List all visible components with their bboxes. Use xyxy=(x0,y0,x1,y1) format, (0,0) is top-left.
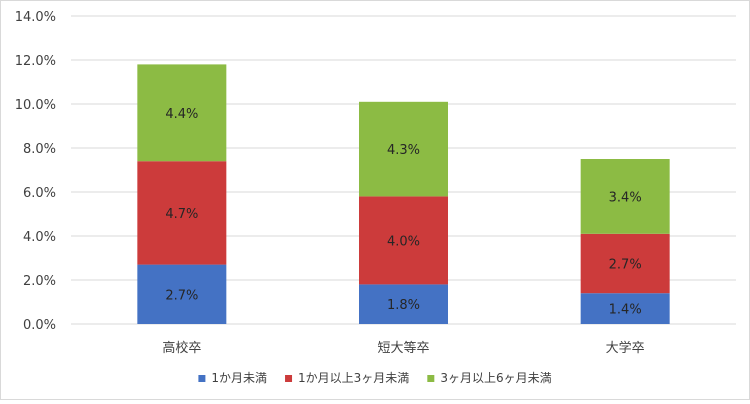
y-tick-label: 2.0% xyxy=(23,274,56,289)
data-label: 2.7% xyxy=(609,258,642,273)
bars xyxy=(137,64,670,324)
data-label: 4.7% xyxy=(165,207,198,222)
y-tick-label: 14.0% xyxy=(15,10,56,25)
legend-swatch xyxy=(198,375,206,382)
data-label: 2.7% xyxy=(165,288,198,303)
y-tick-label: 10.0% xyxy=(15,98,56,113)
bar-segment xyxy=(580,293,670,324)
legend-item: 3ヶ月以上6ヶ月未満 xyxy=(427,371,552,385)
data-label: 3.4% xyxy=(609,190,642,205)
data-labels: 2.7% 4.7% 4.4% 1.8% 4.0% 4.3% 1.4% 2.7% 3.4% xyxy=(165,107,641,318)
bar-segment xyxy=(137,264,227,324)
bar-segment xyxy=(359,196,448,285)
legend-item: 1か月未満 xyxy=(198,371,267,385)
x-axis-category-labels: 高校卒 短大等卒 大学卒 xyxy=(162,340,644,356)
data-label: 1.8% xyxy=(387,298,420,313)
data-label: 4.4% xyxy=(165,107,198,122)
bar-segment xyxy=(580,159,670,234)
bar-segment xyxy=(359,101,448,197)
y-tick-label: 8.0% xyxy=(23,142,56,157)
data-label: 4.3% xyxy=(387,143,420,158)
legend-label: 3ヶ月以上6ヶ月未満 xyxy=(440,371,551,385)
data-label: 1.4% xyxy=(609,303,642,318)
legend-label: 1か月以上3ヶ月未満 xyxy=(298,371,409,385)
bar-segment xyxy=(580,233,670,294)
y-tick-label: 4.0% xyxy=(23,230,56,245)
bar-segment xyxy=(359,284,448,324)
category-label: 大学卒 xyxy=(606,340,645,356)
y-tick-label: 12.0% xyxy=(15,54,56,69)
legend-label: 1か月未満 xyxy=(211,371,267,385)
legend-swatch xyxy=(285,375,293,382)
legend-item: 1か月以上3ヶ月未満 xyxy=(285,371,409,385)
legend-swatch xyxy=(427,375,435,382)
y-axis-tick-labels: 0.0% 2.0% 4.0% 6.0% 8.0% 10.0% 12.0% 14.0% xyxy=(15,10,56,333)
bar-segment xyxy=(137,64,227,162)
data-label: 4.0% xyxy=(387,234,420,249)
y-tick-label: 6.0% xyxy=(23,186,56,201)
category-label: 短大等卒 xyxy=(377,340,429,356)
category-label: 高校卒 xyxy=(162,340,201,356)
y-tick-label: 0.0% xyxy=(23,318,56,333)
bar-segment xyxy=(137,161,227,265)
legend: 1か月未満 1か月以上3ヶ月未満 3ヶ月以上6ヶ月未満 xyxy=(198,371,552,385)
